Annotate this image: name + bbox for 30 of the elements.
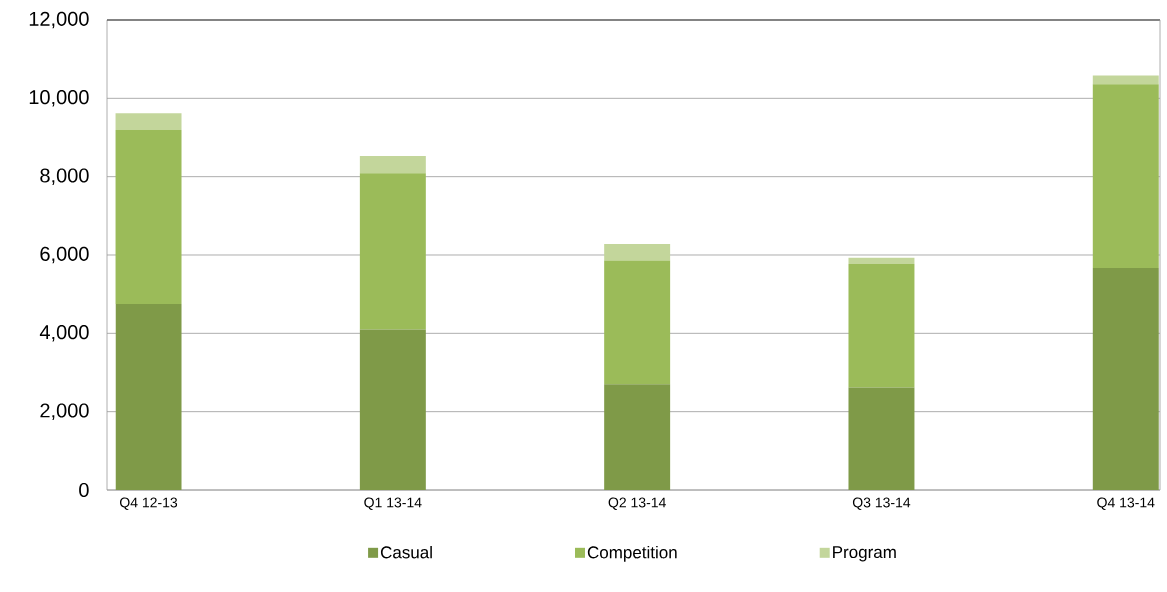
- bar: [115, 303, 182, 490]
- bar: [604, 244, 671, 261]
- bar: [848, 387, 915, 490]
- x-tick-label: Q2 13-14: [608, 497, 666, 510]
- bar: [1092, 84, 1159, 268]
- bar: [848, 264, 915, 388]
- bar: [1092, 267, 1159, 490]
- x-tick-label: Q1 13-14: [364, 497, 422, 510]
- bar: [604, 260, 671, 385]
- bar: [115, 113, 182, 131]
- bar: [359, 329, 426, 490]
- bar: [359, 173, 426, 330]
- bar: [604, 384, 671, 490]
- y-tick-label: 4,000: [39, 325, 89, 342]
- y-tick-label: 0: [79, 482, 89, 498]
- x-tick-label: Q4 12-13: [120, 497, 178, 510]
- legend-label: Competition: [587, 545, 677, 562]
- bar: [1092, 75, 1159, 85]
- legend-label: Program: [833, 546, 896, 562]
- y-tick-label: 10,000: [29, 90, 89, 107]
- y-tick-label: 6,000: [40, 246, 89, 264]
- x-tick-label: Q3 13-14: [852, 497, 911, 510]
- x-tick-label: Q4 13-14: [1097, 497, 1155, 510]
- y-tick-label: 12,000: [29, 11, 89, 29]
- bar: [359, 155, 426, 174]
- y-tick-label: 8,000: [40, 168, 89, 185]
- bar: [848, 257, 915, 265]
- y-tick-label: 2,000: [40, 403, 89, 420]
- bar: [115, 130, 182, 304]
- legend-label: Casual: [380, 545, 432, 559]
